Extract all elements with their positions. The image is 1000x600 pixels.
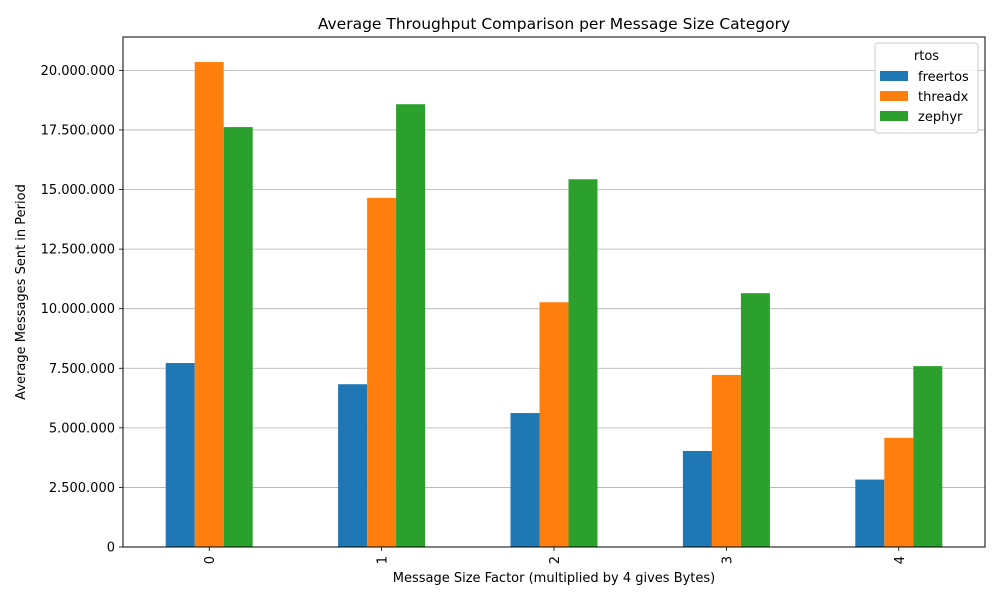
bar-zephyr xyxy=(568,179,598,547)
bar-threadx xyxy=(539,302,569,547)
legend-title: rtos xyxy=(914,49,939,64)
y-tick-label: 20.000.000 xyxy=(41,64,115,79)
bar-threadx xyxy=(367,197,397,547)
legend-swatch-zephyr xyxy=(880,111,908,121)
x-tick-label: 2 xyxy=(548,556,563,564)
y-tick-label: 10.000.000 xyxy=(41,302,115,317)
chart-title: Average Throughput Comparison per Messag… xyxy=(318,15,790,33)
bar-threadx xyxy=(711,374,741,547)
legend-box xyxy=(874,42,979,134)
bars xyxy=(165,62,943,548)
legend-label-threadx: threadx xyxy=(918,90,969,105)
bar-threadx xyxy=(194,62,224,547)
legend-swatch-threadx xyxy=(880,91,908,101)
legend: rtos freertos threadx zephyr xyxy=(874,42,979,134)
x-tick-label: 3 xyxy=(720,556,735,564)
bar-zephyr xyxy=(396,104,426,548)
bar-freertos xyxy=(338,384,368,547)
y-tick-label: 2.500.000 xyxy=(49,481,115,496)
y-tick-label: 5.000.000 xyxy=(49,421,115,436)
x-tick-label: 0 xyxy=(203,556,218,564)
x-axis-ticks: 0 1 2 3 4 xyxy=(203,547,908,564)
bar-freertos xyxy=(165,363,195,547)
x-tick-label: 4 xyxy=(893,556,908,564)
y-tick-label: 7.500.000 xyxy=(49,362,115,377)
x-tick-label: 1 xyxy=(376,556,391,564)
y-tick-label: 12.500.000 xyxy=(41,243,115,258)
bar-freertos xyxy=(682,450,712,547)
y-tick-label: 17.500.000 xyxy=(41,123,115,138)
legend-label-freertos: freertos xyxy=(918,70,969,85)
legend-swatch-freertos xyxy=(880,71,908,81)
x-axis-label: Message Size Factor (multiplied by 4 giv… xyxy=(393,571,716,586)
bar-freertos xyxy=(510,413,540,547)
y-axis-ticks: 0 2.500.000 5.000.000 7.500.000 10.000.000 12… xyxy=(41,64,123,556)
bar-zephyr xyxy=(740,293,770,547)
bar-zephyr xyxy=(223,127,253,548)
y-tick-label: 15.000.000 xyxy=(41,183,115,198)
bar-freertos xyxy=(855,479,885,547)
legend-label-zephyr: zephyr xyxy=(918,110,963,125)
y-axis-label: Average Messages Sent in Period xyxy=(14,184,29,400)
bar-zephyr xyxy=(913,366,943,547)
y-tick-label: 0 xyxy=(107,541,115,556)
bar-threadx xyxy=(884,437,914,547)
